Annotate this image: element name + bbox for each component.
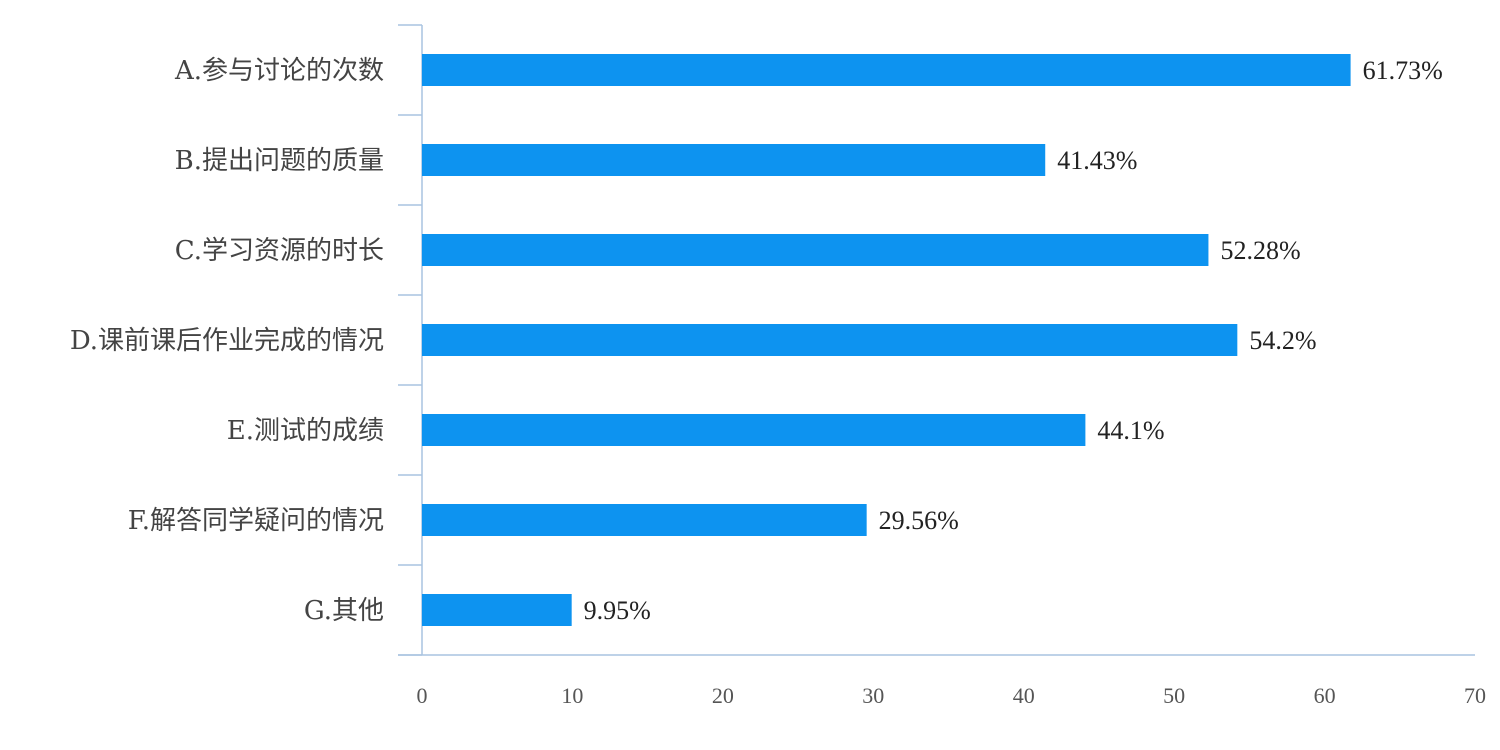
bar bbox=[422, 234, 1209, 266]
bar bbox=[422, 324, 1238, 356]
x-tick-label: 20 bbox=[712, 683, 734, 708]
category-label: E.测试的成绩 bbox=[227, 416, 384, 446]
value-labels: 61.73% 41.43% 52.28% 54.2% 44.1% 29.56% 9.95% bbox=[584, 56, 1443, 625]
data-label: 9.95% bbox=[584, 596, 651, 625]
data-label: 54.2% bbox=[1249, 326, 1316, 355]
x-tick-label: 60 bbox=[1314, 683, 1336, 708]
x-tick-label: 70 bbox=[1464, 683, 1486, 708]
data-label: 29.56% bbox=[879, 506, 959, 535]
data-label: 61.73% bbox=[1363, 56, 1443, 85]
x-tick-label: 10 bbox=[561, 683, 583, 708]
category-label: D.课前课后作业完成的情况 bbox=[70, 326, 384, 356]
data-label: 41.43% bbox=[1057, 146, 1137, 175]
y-category-ticks bbox=[398, 24, 422, 656]
category-label: C.学习资源的时长 bbox=[175, 236, 384, 266]
bar bbox=[422, 54, 1351, 86]
category-label: G.其他 bbox=[304, 596, 384, 626]
bar bbox=[422, 414, 1086, 446]
bar bbox=[422, 594, 572, 626]
x-tick-label: 40 bbox=[1013, 683, 1035, 708]
data-label: 44.1% bbox=[1097, 416, 1164, 445]
bars-group bbox=[422, 54, 1351, 626]
category-label: B.提出问题的质量 bbox=[175, 146, 384, 176]
x-tick-label: 50 bbox=[1163, 683, 1185, 708]
bar bbox=[422, 144, 1046, 176]
category-labels: A.参与讨论的次数 B.提出问题的质量 C.学习资源的时长 D.课前课后作业完成的情况… bbox=[70, 56, 384, 626]
x-tick-label: 30 bbox=[862, 683, 884, 708]
bar bbox=[422, 504, 867, 536]
data-label: 52.28% bbox=[1220, 236, 1300, 265]
x-tick-label: 0 bbox=[417, 683, 428, 708]
category-label: F.解答同学疑问的情况 bbox=[128, 506, 384, 536]
category-label: A.参与讨论的次数 bbox=[174, 56, 384, 86]
x-tick-labels: 0 10 20 30 40 50 60 70 bbox=[417, 683, 1487, 708]
